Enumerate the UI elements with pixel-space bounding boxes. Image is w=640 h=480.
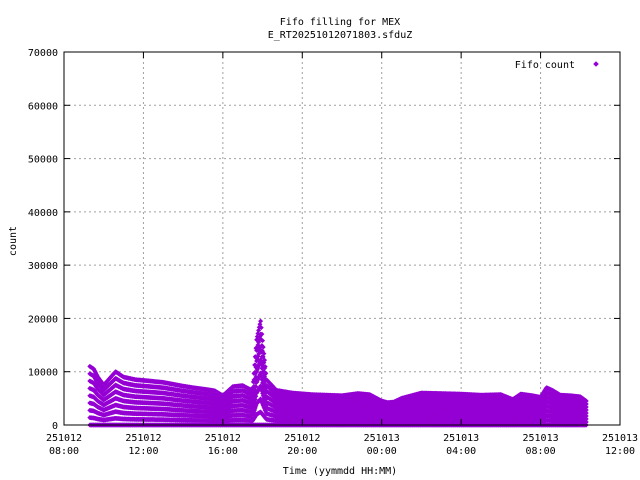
chart-title: Fifo filling for MEX: [280, 17, 400, 28]
grid: [64, 52, 620, 425]
chart-subtitle: E_RT20251012071803.sfduZ: [268, 30, 413, 41]
data-points: [87, 318, 589, 428]
